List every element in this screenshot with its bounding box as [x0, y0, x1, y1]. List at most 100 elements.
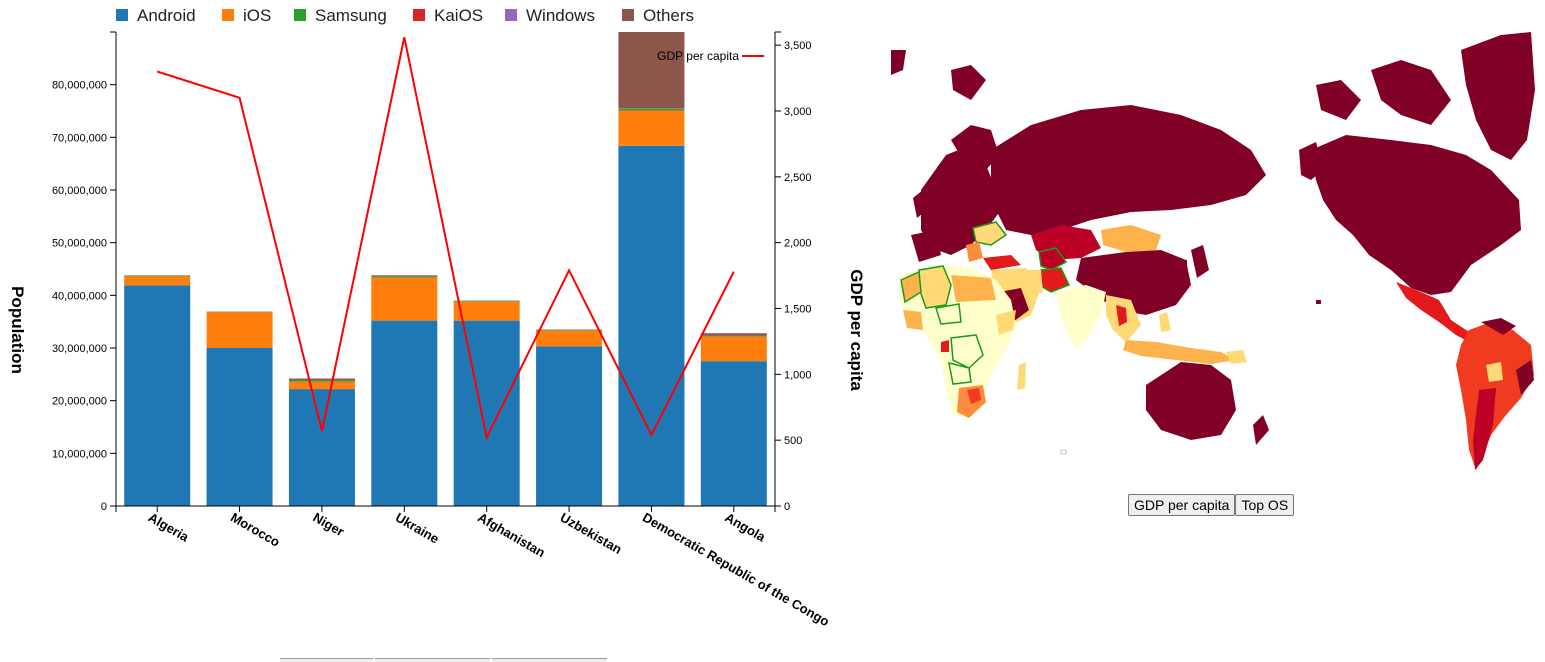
legend-label: KaiOS [434, 6, 483, 25]
map-philippines[interactable] [1159, 312, 1171, 332]
map-scandinavia[interactable] [951, 125, 999, 170]
bar-samsung-4 [453, 301, 520, 302]
map-south-africa-inner[interactable] [967, 388, 981, 404]
map-niger[interactable] [935, 303, 962, 325]
legend-item-kaios: KaiOS [413, 6, 483, 25]
y-tick-label: 20,000,000 [52, 396, 107, 408]
map-greenland[interactable] [1461, 32, 1535, 160]
legend-swatch [622, 9, 634, 21]
map-australia[interactable] [1146, 362, 1236, 440]
bottom-tab-1[interactable] [280, 658, 373, 662]
map-venezuela[interactable] [1481, 318, 1516, 335]
bar-android-1 [206, 348, 273, 506]
bar-android-4 [453, 320, 520, 506]
y-axis-left: 0 10,000,000 20,000,000 30,000,000 40,000,00… [52, 31, 117, 513]
map-algeria[interactable] [918, 265, 952, 309]
legend-label: Android [137, 6, 196, 25]
bar-others-2 [288, 378, 355, 381]
map-uk[interactable] [913, 190, 927, 218]
map-argentina[interactable] [1473, 388, 1496, 470]
choropleth-map[interactable] [891, 30, 1536, 475]
map-drc[interactable] [950, 334, 984, 369]
map-somalia[interactable] [996, 310, 1016, 335]
y2-tick-label: 1,000 [784, 369, 812, 381]
legend-item-windows: Windows [505, 6, 595, 25]
map-bolivia[interactable] [1486, 362, 1503, 382]
bar-ios-5 [536, 330, 603, 347]
map-mexico[interactable] [1396, 282, 1481, 344]
bar-android-7 [700, 361, 767, 506]
bar-ios-2 [288, 381, 355, 390]
legend-swatch [505, 9, 517, 21]
map-new-zealand[interactable] [1253, 415, 1269, 445]
map-mongolia[interactable] [1101, 225, 1161, 252]
bar-samsung-7 [700, 335, 767, 337]
gdp-per-capita-button[interactable]: GDP per capita [1128, 494, 1236, 516]
bar-others-6 [618, 32, 685, 109]
y-tick-label: 50,000,000 [52, 238, 107, 250]
y2-tick-label: 3,000 [784, 106, 812, 118]
chart-legend: Android iOS Samsung KaiOS Windows Others [116, 6, 694, 25]
y2-tick-label: 1,500 [784, 304, 812, 316]
legend-label: Samsung [315, 6, 387, 25]
map-arctic-islands[interactable] [891, 50, 1451, 125]
map-north-america[interactable] [1311, 135, 1521, 295]
y2-tick-label: 500 [784, 435, 802, 447]
bottom-tab-3[interactable] [492, 658, 607, 662]
bottom-tab-strip [280, 658, 607, 662]
map-west-africa[interactable] [903, 310, 923, 330]
map-russia[interactable] [991, 105, 1266, 235]
legend-label: Others [643, 6, 694, 25]
x-tick-label: Niger [310, 510, 346, 540]
map-turkey[interactable] [983, 255, 1021, 270]
map-iberia[interactable] [911, 230, 941, 262]
bar-ios-4 [453, 301, 520, 321]
legend-swatch [116, 9, 128, 21]
map-hawaii[interactable] [1316, 300, 1321, 304]
legend-swatch [222, 9, 234, 21]
map-uzbekistan[interactable] [1038, 247, 1068, 271]
map-iran[interactable] [1023, 270, 1043, 295]
bar-others-0 [124, 275, 191, 276]
map-thailand[interactable] [1116, 305, 1127, 326]
bottom-tab-2[interactable] [375, 658, 490, 662]
map-east-brazil[interactable] [1516, 360, 1534, 395]
y-tick-label: 80,000,000 [52, 80, 107, 92]
y-tick-label: 40,000,000 [52, 290, 107, 302]
map-japan[interactable] [1191, 245, 1209, 278]
map-alaska[interactable] [1299, 142, 1323, 180]
map-madagascar[interactable] [1017, 362, 1026, 390]
legend-swatch [413, 9, 425, 21]
top-os-button[interactable]: Top OS [1235, 494, 1295, 516]
map-china[interactable] [1076, 250, 1191, 315]
legend-item-samsung: Samsung [294, 6, 387, 25]
y-tick-label: 0 [101, 501, 107, 513]
y2-tick-label: 0 [784, 501, 790, 513]
map-afghanistan[interactable] [1038, 267, 1071, 293]
map-ukraine[interactable] [972, 221, 1008, 246]
map-korea[interactable] [1179, 260, 1187, 278]
map-gabon[interactable] [941, 340, 949, 352]
map-papua[interactable] [1226, 350, 1247, 364]
y2-tick-label: 2,000 [784, 238, 812, 250]
map-angola[interactable] [948, 361, 972, 385]
bar-android-0 [124, 285, 191, 506]
map-india[interactable] [1056, 285, 1106, 350]
map-morocco[interactable] [900, 270, 922, 304]
map-balkans[interactable] [966, 242, 983, 262]
x-tick-label: Morocco [228, 510, 282, 550]
bar-ios-0 [124, 276, 191, 286]
map-libya-egypt[interactable] [951, 275, 996, 302]
bar-others-5 [536, 329, 603, 331]
bar-ios-3 [371, 277, 438, 321]
y-tick-label: 30,000,000 [52, 343, 107, 355]
chart-bars [124, 32, 767, 506]
gdp-line [156, 37, 735, 441]
map-indonesia[interactable] [1123, 340, 1236, 364]
y-tick-label: 70,000,000 [52, 132, 107, 144]
legend-swatch [294, 9, 306, 21]
x-axis: Algeria Morocco Niger Ukraine Afghanistan Uzb… [115, 505, 832, 629]
x-tick-label: Afghanistan [475, 510, 548, 561]
x-tick-label: Angola [722, 510, 768, 545]
map-antarctic-islet[interactable] [1060, 449, 1067, 455]
